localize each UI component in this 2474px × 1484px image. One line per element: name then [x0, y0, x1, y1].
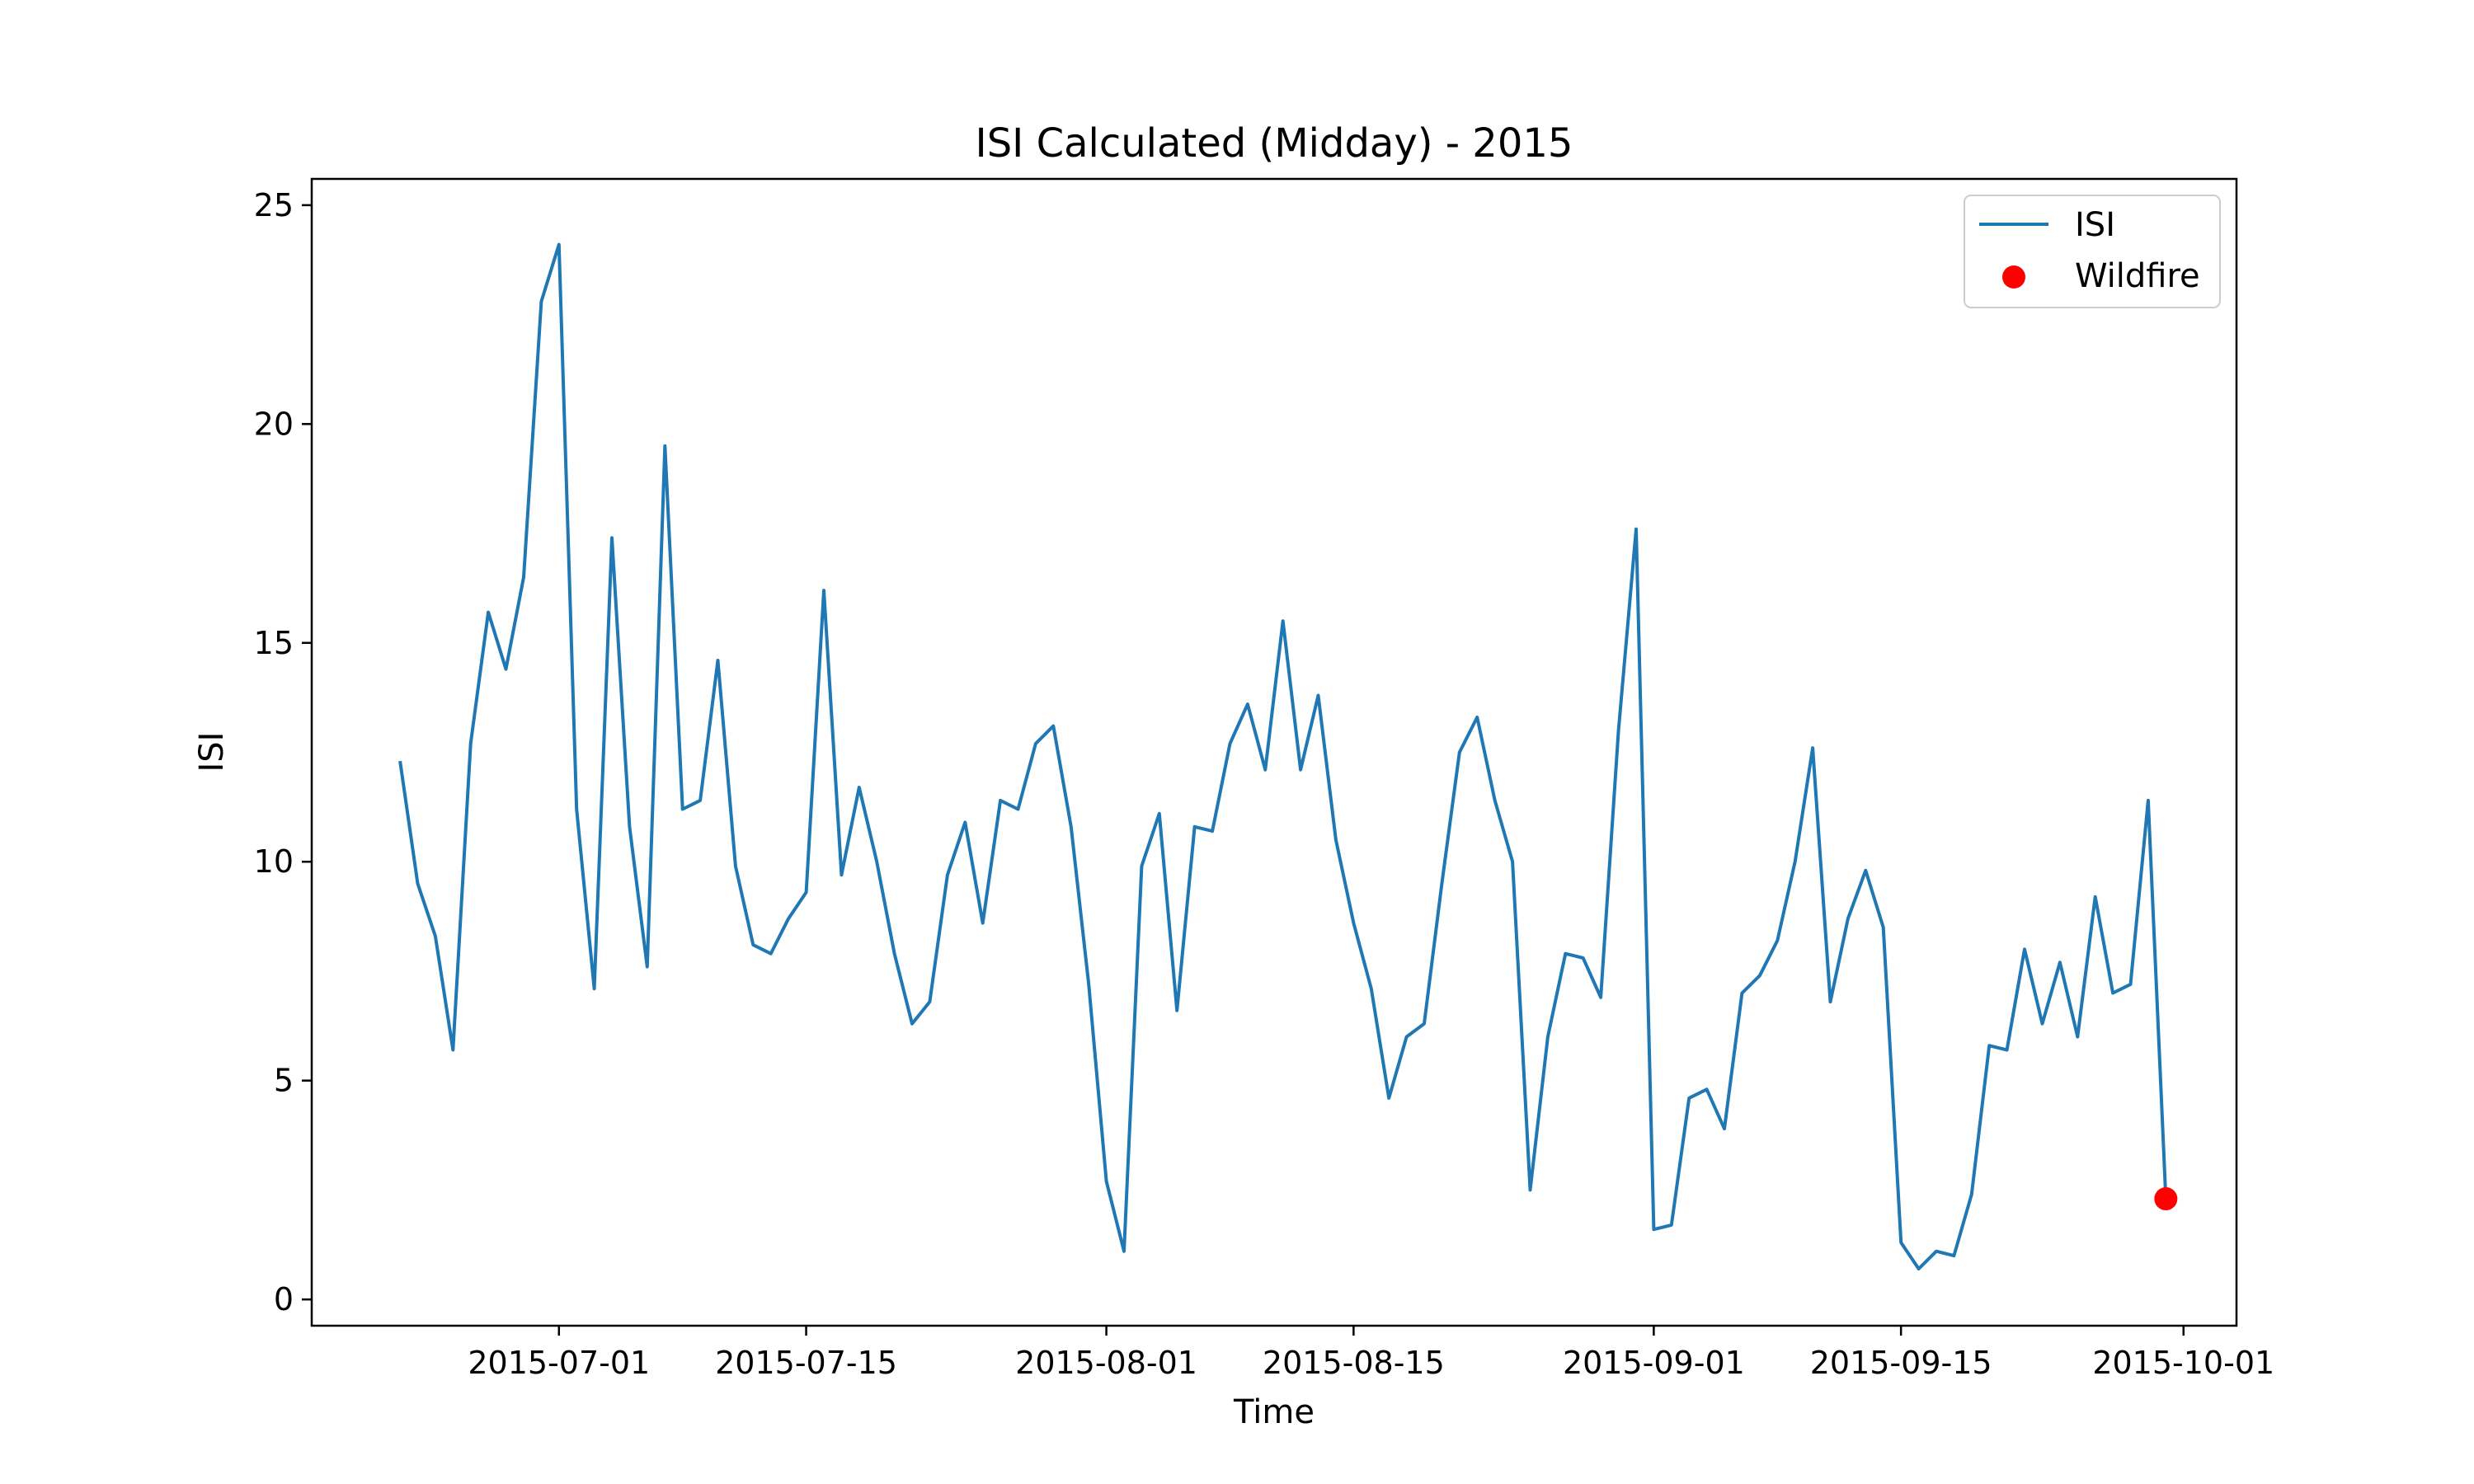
x-tick-label: 2015-07-15 [715, 1345, 897, 1381]
x-tick-label: 2015-09-15 [1810, 1345, 1992, 1381]
y-tick-label: 25 [254, 187, 294, 223]
plot-frame [310, 177, 2238, 1327]
y-tick-label: 5 [274, 1063, 294, 1099]
y-axis: 0 5 10 15 20 25 [254, 187, 312, 1317]
y-tick-label: 0 [274, 1281, 294, 1317]
x-axis: 2015-07-01 2015-07-15 2015-08-01 2015-08-15… [468, 1326, 2274, 1381]
y-tick-label: 10 [254, 843, 294, 880]
x-tick-label: 2015-08-15 [1263, 1345, 1445, 1381]
legend-wildfire-swatch [2002, 265, 2025, 289]
x-tick-label: 2015-10-01 [2092, 1345, 2274, 1381]
x-tick-label: 2015-07-01 [468, 1345, 650, 1381]
x-axis-label: Time [1233, 1393, 1315, 1431]
plot-area [398, 242, 2178, 1270]
legend-isi-label: ISI [2075, 206, 2115, 244]
legend-wildfire-label: Wildfire [2075, 257, 2200, 295]
isi-series-line [398, 242, 2168, 1270]
y-tick-label: 15 [254, 625, 294, 661]
x-tick-label: 2015-08-01 [1015, 1345, 1197, 1381]
wildfire-point [2154, 1187, 2178, 1211]
x-tick-label: 2015-09-01 [1563, 1345, 1745, 1381]
y-axis-label: ISI [193, 732, 231, 773]
chart-title: ISI Calculated (Midday) - 2015 [976, 120, 1573, 167]
legend: ISI Wildfire [1964, 195, 2221, 308]
y-tick-label: 20 [254, 406, 294, 442]
